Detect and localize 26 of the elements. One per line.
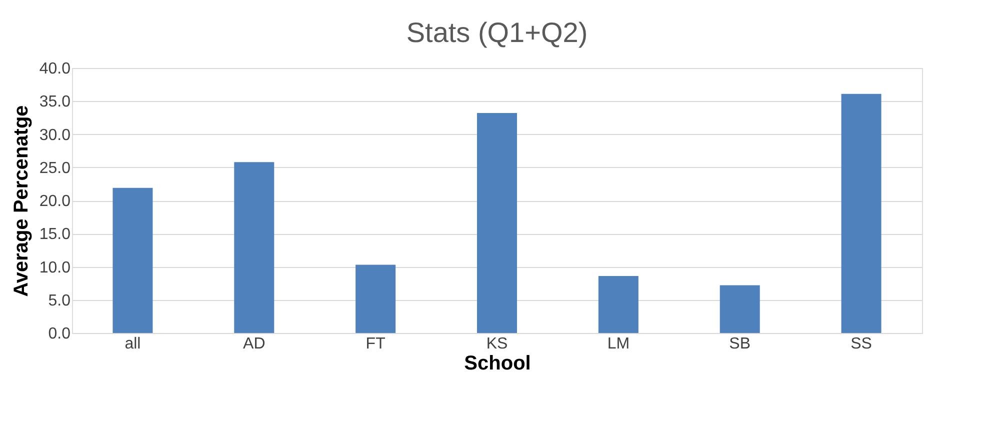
y-tick-label: 35.0 [39, 94, 71, 111]
y-tick-label: 25.0 [39, 160, 71, 177]
x-tick-label: SS [850, 336, 872, 352]
x-tick-label: FT [366, 336, 386, 352]
bar [598, 276, 638, 333]
y-tick-label: 5.0 [48, 292, 71, 310]
y-tick-label: 15.0 [39, 226, 71, 244]
x-axis-title: School [464, 352, 531, 374]
bar [720, 285, 760, 333]
y-tick-label: 30.0 [39, 126, 71, 144]
x-tick-label: KS [486, 336, 508, 352]
y-tick-label: 10.0 [39, 259, 71, 276]
chart-title: Stats (Q1+Q2) [406, 17, 588, 48]
bar [112, 188, 153, 333]
x-tick-label: all [124, 336, 141, 352]
y-axis-title: Average Percenatge [10, 105, 32, 297]
y-tick-label: 40.0 [39, 60, 71, 78]
bar [841, 94, 882, 333]
y-tick-label: 20.0 [39, 193, 71, 210]
y-tick-label: 0.0 [48, 326, 71, 342]
x-tick-label: SB [729, 336, 751, 352]
bar [234, 162, 274, 333]
x-tick-label: LM [607, 336, 630, 352]
bar [477, 113, 517, 333]
bar [356, 264, 396, 333]
x-tick-label: AD [243, 336, 266, 352]
